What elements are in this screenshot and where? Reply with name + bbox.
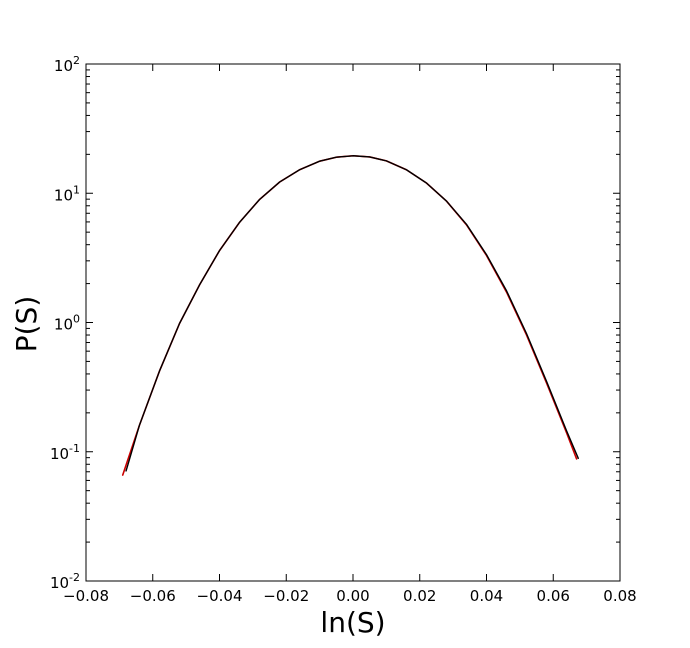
x-tick-label: 0.00 (336, 587, 369, 605)
y-axis-title: P(S) (10, 296, 43, 353)
plot-frame (85, 63, 621, 582)
x-axis-title: ln(S) (320, 606, 385, 639)
x-tick-label: 0.04 (470, 587, 503, 605)
y-tick-label: 101 (54, 183, 80, 204)
x-tick-label: −0.08 (63, 587, 109, 605)
y-tick-label: 10-1 (50, 442, 80, 463)
y-tick-labels: 10-2 10-1 100 101 102 (50, 54, 80, 592)
series-line-1 (125, 155, 579, 472)
x-tick-label: 0.06 (537, 587, 570, 605)
x-tick-label: 0.02 (403, 587, 436, 605)
y-tick-label: 100 (54, 313, 80, 334)
x-tick-label: 0.08 (603, 587, 636, 605)
minor-ticks (86, 69, 620, 543)
x-tick-label: −0.02 (263, 587, 309, 605)
x-tick-label: −0.06 (130, 587, 176, 605)
x-tick-label: −0.04 (197, 587, 243, 605)
y-tick-label: 10-2 (50, 571, 80, 592)
x-tick-labels: −0.08 −0.06 −0.04 −0.02 0.00 0.02 0.04 0.06 0.08 (63, 587, 637, 605)
plot-area (86, 64, 620, 581)
series-layer (121, 154, 579, 476)
y-tick-label: 102 (54, 54, 80, 75)
